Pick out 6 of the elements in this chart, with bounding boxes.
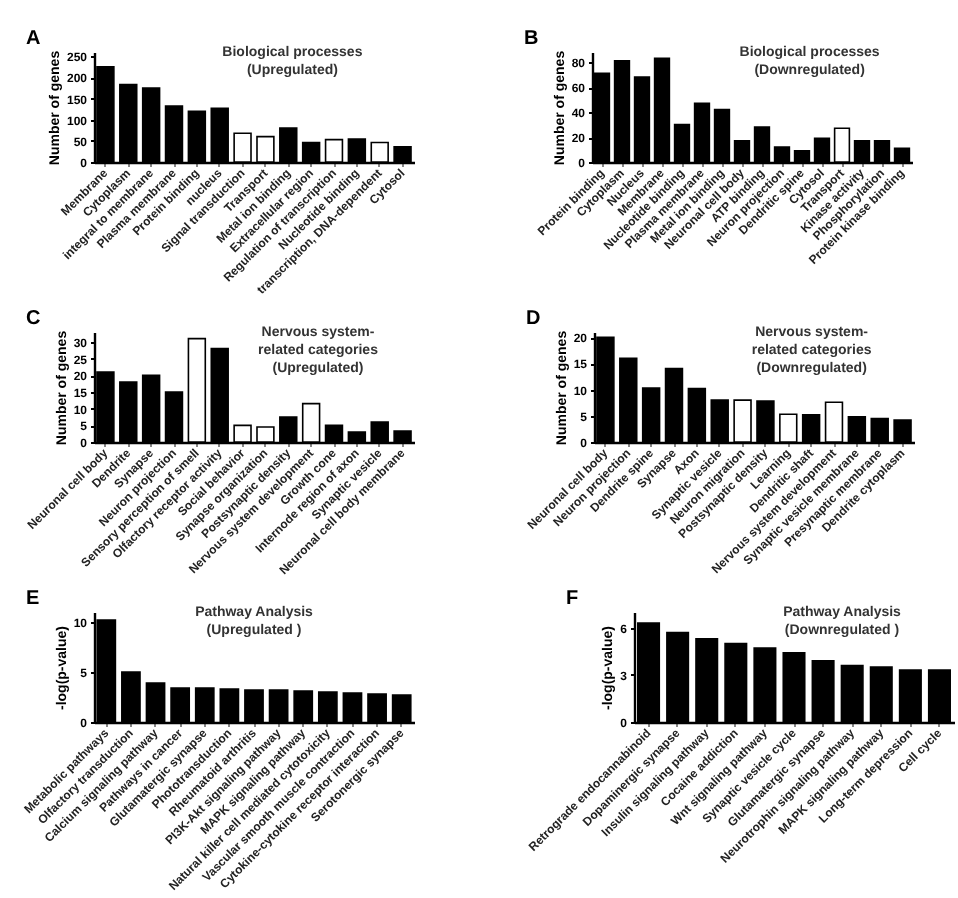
text: C (26, 308, 41, 330)
text: A (26, 28, 41, 50)
text: D (526, 308, 541, 330)
text: E (26, 588, 40, 610)
text: B (524, 28, 539, 50)
text: F (566, 588, 579, 610)
